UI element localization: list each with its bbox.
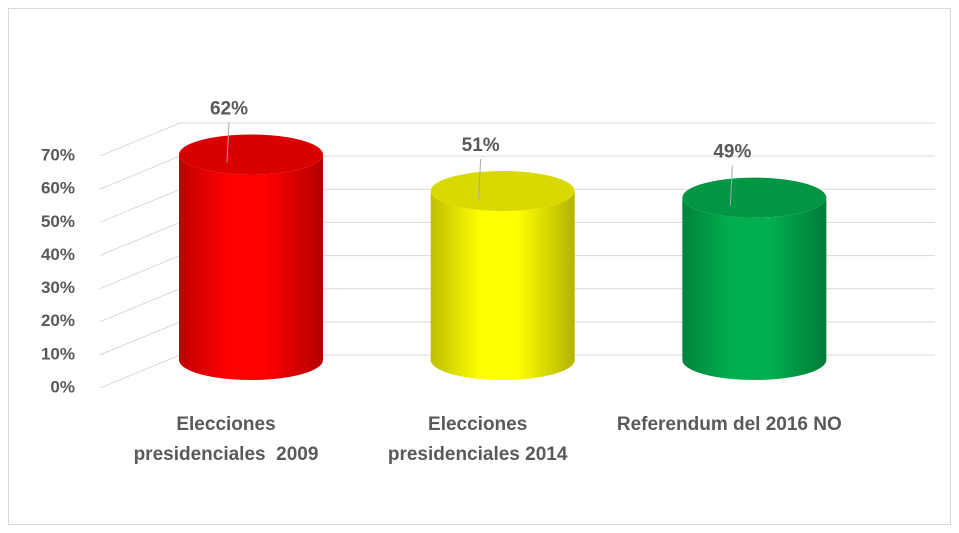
bar-top <box>179 134 323 175</box>
grid-line <box>99 321 181 356</box>
data-label: 51% <box>462 135 500 156</box>
leader-line <box>226 122 230 163</box>
y-tick-label: 50% <box>41 212 75 231</box>
y-tick-label: 60% <box>41 179 75 198</box>
x-tick-label: Elecciones presidenciales 2014 <box>387 414 568 465</box>
grid-line <box>99 288 181 323</box>
data-label: 49% <box>713 142 751 163</box>
bar <box>179 154 323 380</box>
leader-line <box>729 165 733 206</box>
grid-line <box>99 155 181 190</box>
grid-line <box>99 122 181 157</box>
bar <box>682 197 827 380</box>
y-tick-label: 0% <box>50 377 75 396</box>
y-tick-label: 40% <box>41 245 75 264</box>
leader-line <box>478 158 482 199</box>
bar-top <box>682 177 827 218</box>
bar <box>430 190 575 380</box>
x-tick-label: Elecciones presidenciales 2009 <box>133 414 319 465</box>
data-label: 62% <box>210 99 248 120</box>
grid-line <box>99 221 181 256</box>
grid-line <box>99 188 181 223</box>
bar-top <box>430 170 575 211</box>
grid-line <box>99 354 181 389</box>
y-tick-label: 10% <box>41 344 75 363</box>
y-tick-label: 20% <box>41 311 75 330</box>
grid-line <box>99 255 181 290</box>
y-tick-label: 30% <box>41 278 75 297</box>
x-tick-label: Referendum del 2016 NO <box>616 414 842 435</box>
y-tick-label: 70% <box>41 145 75 164</box>
